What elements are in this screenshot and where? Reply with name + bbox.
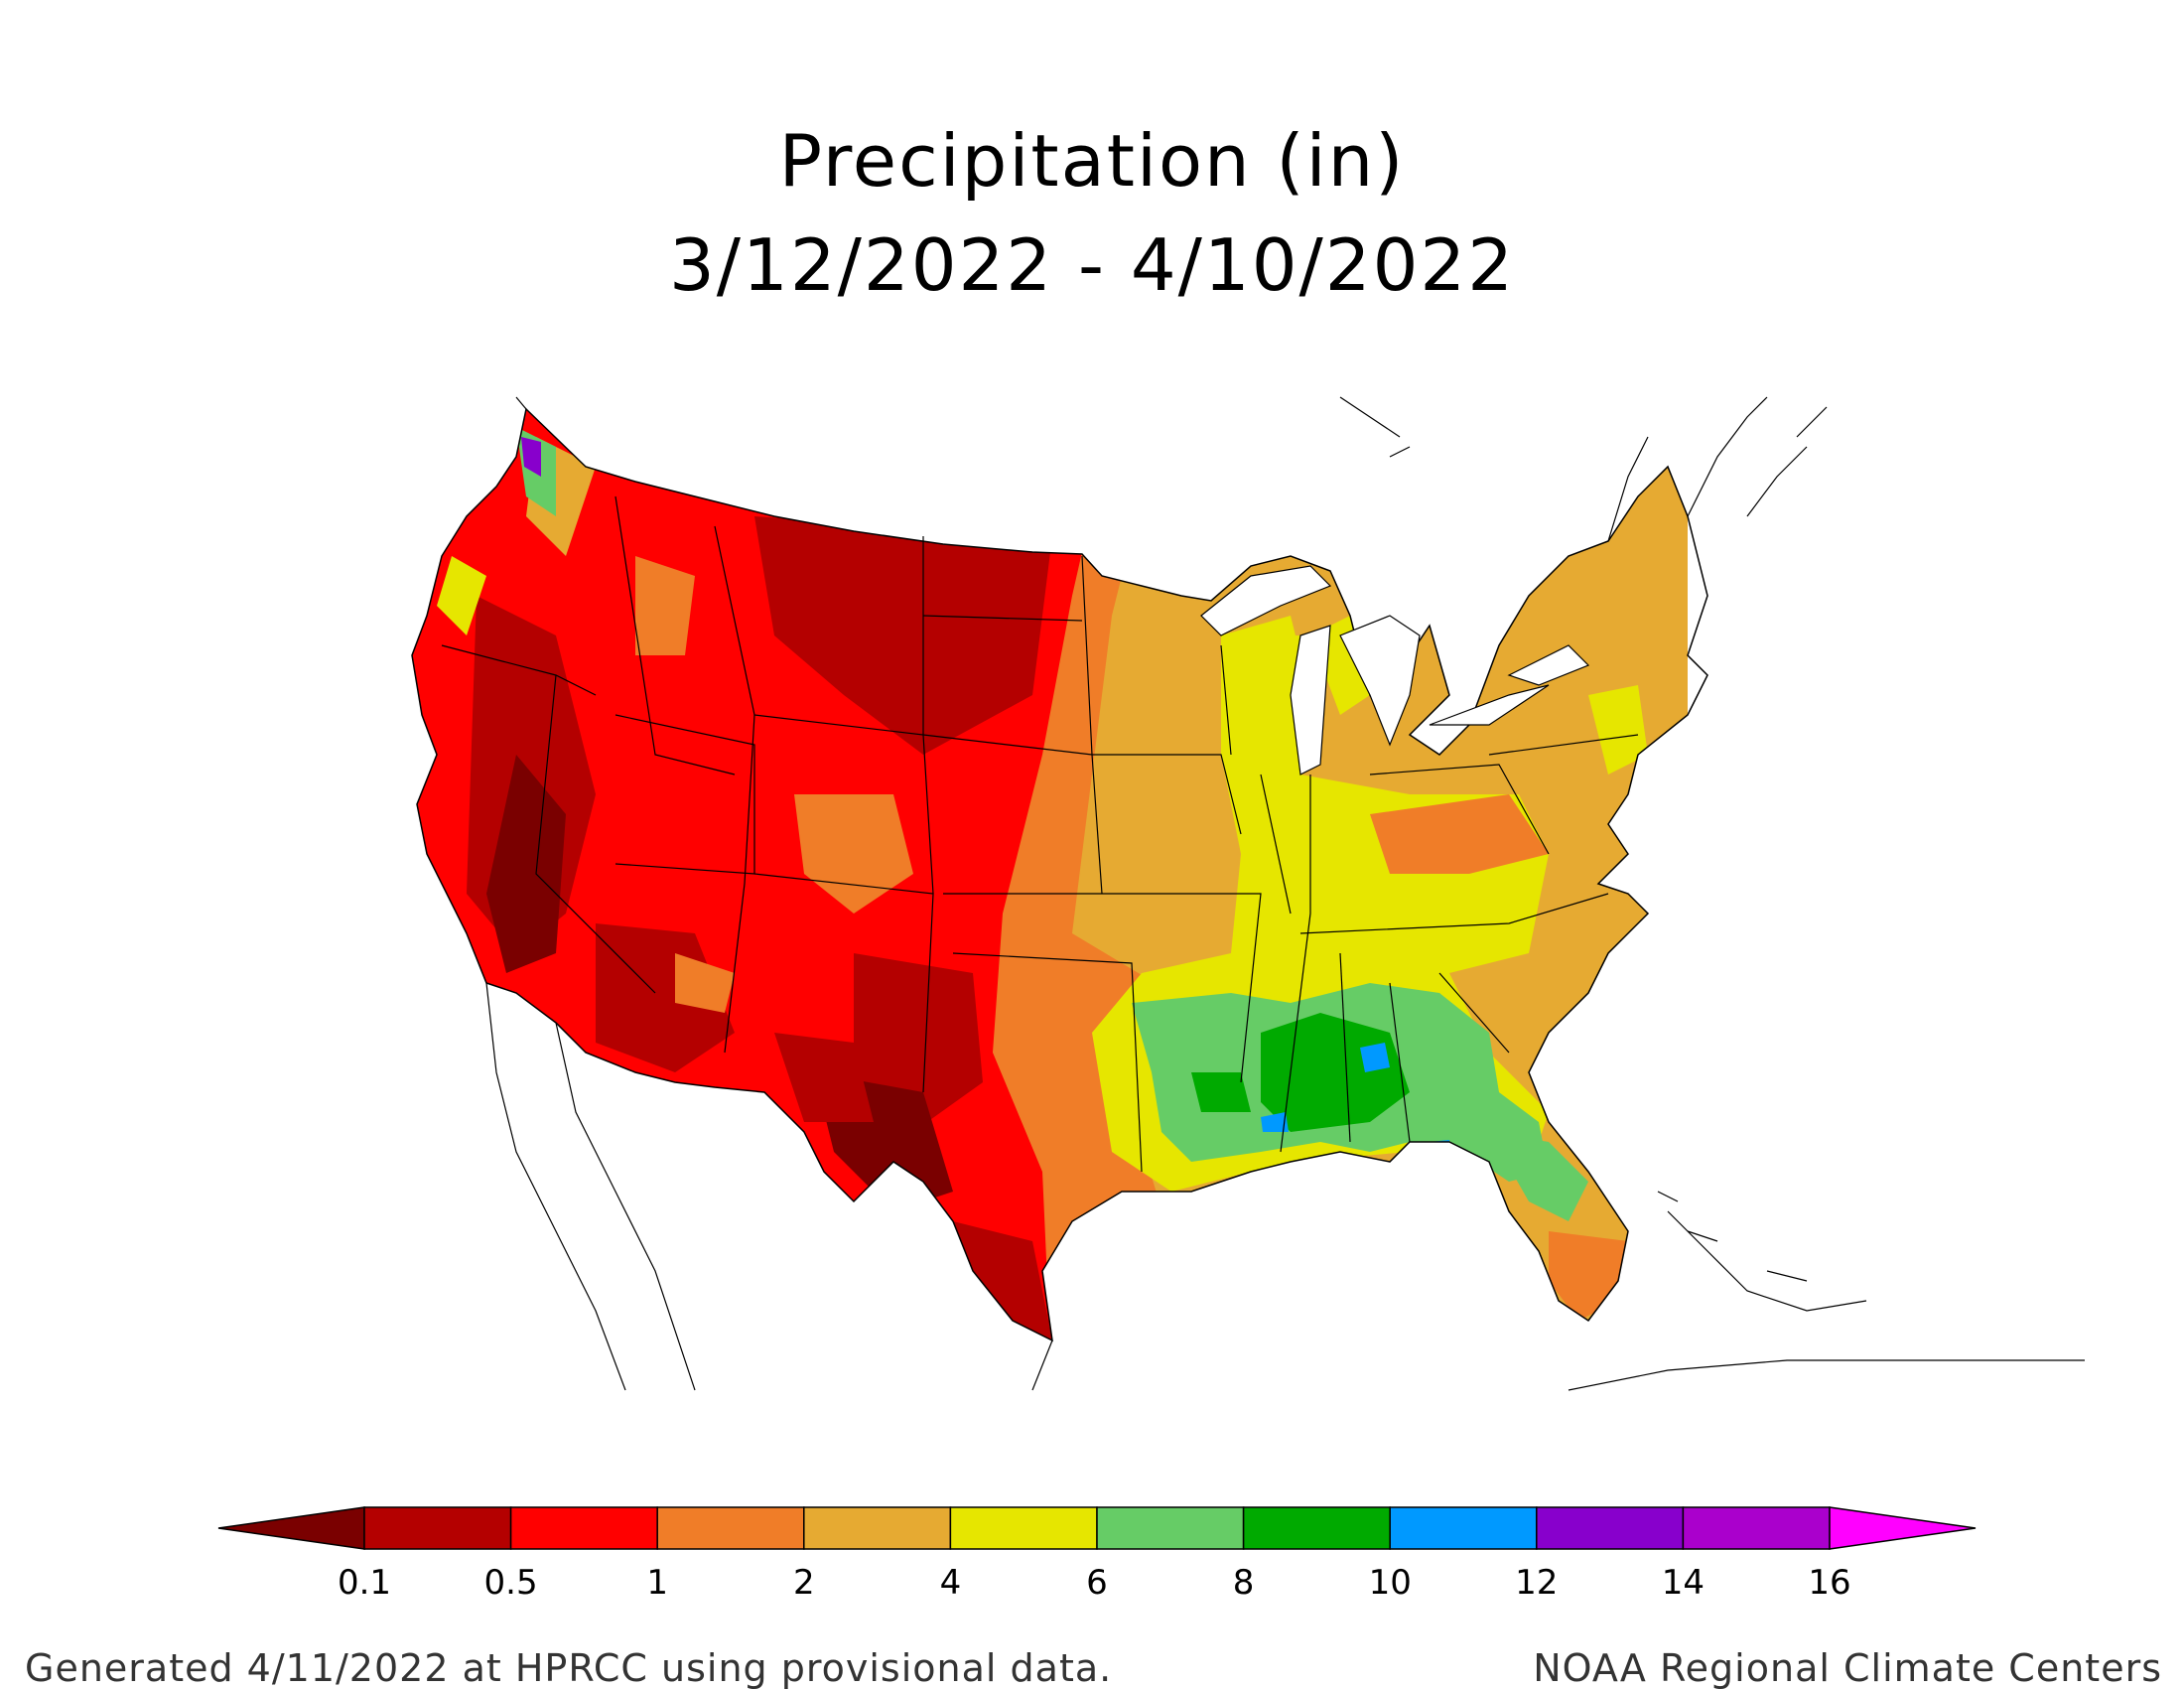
legend-tick-label: 16 (1808, 1563, 1850, 1603)
legend-bin (509, 1506, 658, 1550)
legend-bin (1096, 1506, 1245, 1550)
legend-tick-label: 0.5 (484, 1563, 538, 1603)
neighbor-coastlines (485, 396, 2085, 1391)
legend-bin (1536, 1506, 1685, 1550)
great-lakes (1200, 565, 1590, 775)
legend-bin (1389, 1506, 1538, 1550)
state-borders (441, 495, 1639, 1173)
map-title: Precipitation (in) (778, 119, 1406, 203)
legend-tick-label: 2 (793, 1563, 815, 1603)
legend-bin (1682, 1506, 1831, 1550)
legend-tick-label: 10 (1369, 1563, 1412, 1603)
legend-tick-label: 8 (1233, 1563, 1255, 1603)
legend-bin (217, 1506, 365, 1550)
generation-note: Generated 4/11/2022 at HPRCC using provi… (25, 1646, 1113, 1690)
legend-tick-label: 0.1 (338, 1563, 391, 1603)
legend-tick-label: 14 (1662, 1563, 1705, 1603)
legend-tick-label: 1 (646, 1563, 668, 1603)
legend-bin (949, 1506, 1098, 1550)
legend-tick-label: 6 (1086, 1563, 1108, 1603)
legend-bin (1829, 1506, 1977, 1550)
legend-bin (1242, 1506, 1391, 1550)
legend-bin (803, 1506, 952, 1550)
legend-bin (656, 1506, 805, 1550)
source-credit: NOAA Regional Climate Centers (1533, 1646, 2162, 1690)
precipitation-map (411, 396, 2085, 1391)
legend-tick-label: 12 (1515, 1563, 1558, 1603)
legend-bin (363, 1506, 512, 1550)
legend-tick-label: 4 (940, 1563, 962, 1603)
map-date-range: 3/12/2022 - 4/10/2022 (668, 223, 1516, 307)
